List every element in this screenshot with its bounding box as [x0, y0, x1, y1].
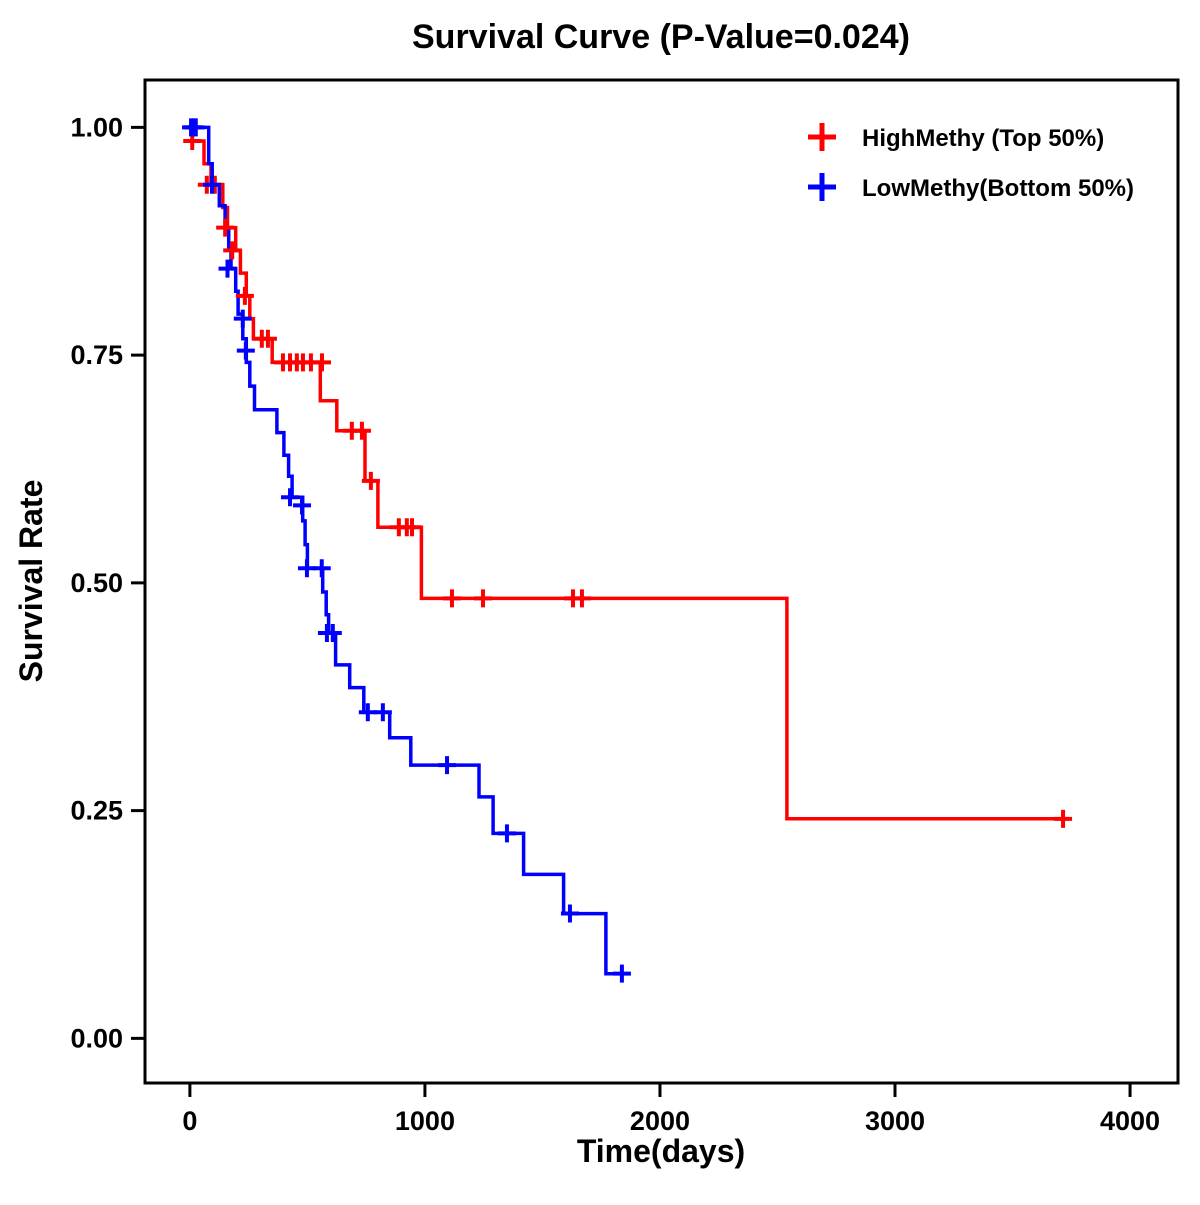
censor-plus-mark [218, 259, 237, 278]
survival-step-curve [189, 139, 1065, 821]
y-tick-label: 1.00 [70, 112, 123, 142]
censor-plus-mark [235, 286, 254, 305]
censor-plus-mark [473, 589, 492, 608]
censor-plus-mark [572, 589, 591, 608]
chart-title: Survival Curve (P-Value=0.024) [412, 18, 910, 56]
x-axis-label: Time(days) [577, 1133, 745, 1169]
censor-plus-mark [223, 241, 242, 260]
censor-plus-mark [216, 218, 235, 237]
x-tick-label: 1000 [395, 1106, 455, 1136]
censor-plus-mark [352, 421, 371, 440]
censor-plus-mark [312, 353, 331, 372]
censor-plus-mark [258, 329, 277, 348]
legend-markers [808, 123, 836, 201]
censor-plus-mark [808, 173, 836, 201]
censor-plus-mark [293, 496, 312, 515]
x-tick-label: 4000 [1100, 1106, 1160, 1136]
censor-plus-mark [236, 341, 255, 360]
y-tick-label: 0.00 [70, 1023, 123, 1053]
y-tick-label: 0.50 [70, 568, 123, 598]
y-axis-label: Survival Rate [13, 480, 49, 683]
x-tick-label: 3000 [865, 1106, 925, 1136]
survival-curves [189, 125, 1065, 976]
censor-plus-mark [442, 589, 461, 608]
censor-plus-mark [358, 703, 377, 722]
censor-plus-mark [186, 118, 205, 137]
censor-plus-mark [403, 518, 422, 537]
censor-plus-mark [612, 964, 631, 983]
censor-marks [182, 118, 1073, 983]
censor-plus-mark [808, 123, 836, 151]
censor-plus-mark [312, 559, 331, 578]
censor-plus-mark [233, 309, 252, 328]
y-tick-label: 0.75 [70, 340, 123, 370]
censor-plus-mark [361, 471, 380, 490]
x-tick-label: 2000 [630, 1106, 690, 1136]
axis-ticks: 0 1000 2000 3000 4000 0.00 0.25 0.50 0.75 1.00 [70, 112, 1160, 1136]
censor-plus-mark [497, 824, 516, 843]
legend-label-highmethy: HighMethy (Top 50%) [862, 125, 1104, 152]
y-tick-label: 0.25 [70, 796, 123, 826]
censor-plus-mark [202, 175, 221, 194]
x-tick-label: 0 [182, 1106, 197, 1136]
survival-step-curve [189, 125, 628, 976]
censor-plus-mark [438, 756, 457, 775]
censor-plus-mark [560, 904, 579, 923]
legend-label-lowmethy: LowMethy(Bottom 50%) [862, 175, 1134, 202]
censor-plus-mark [1054, 809, 1073, 828]
censor-plus-mark [281, 488, 300, 507]
plot-frame [143, 78, 1180, 1085]
censor-plus-mark [323, 623, 342, 642]
censor-plus-mark [373, 703, 392, 722]
